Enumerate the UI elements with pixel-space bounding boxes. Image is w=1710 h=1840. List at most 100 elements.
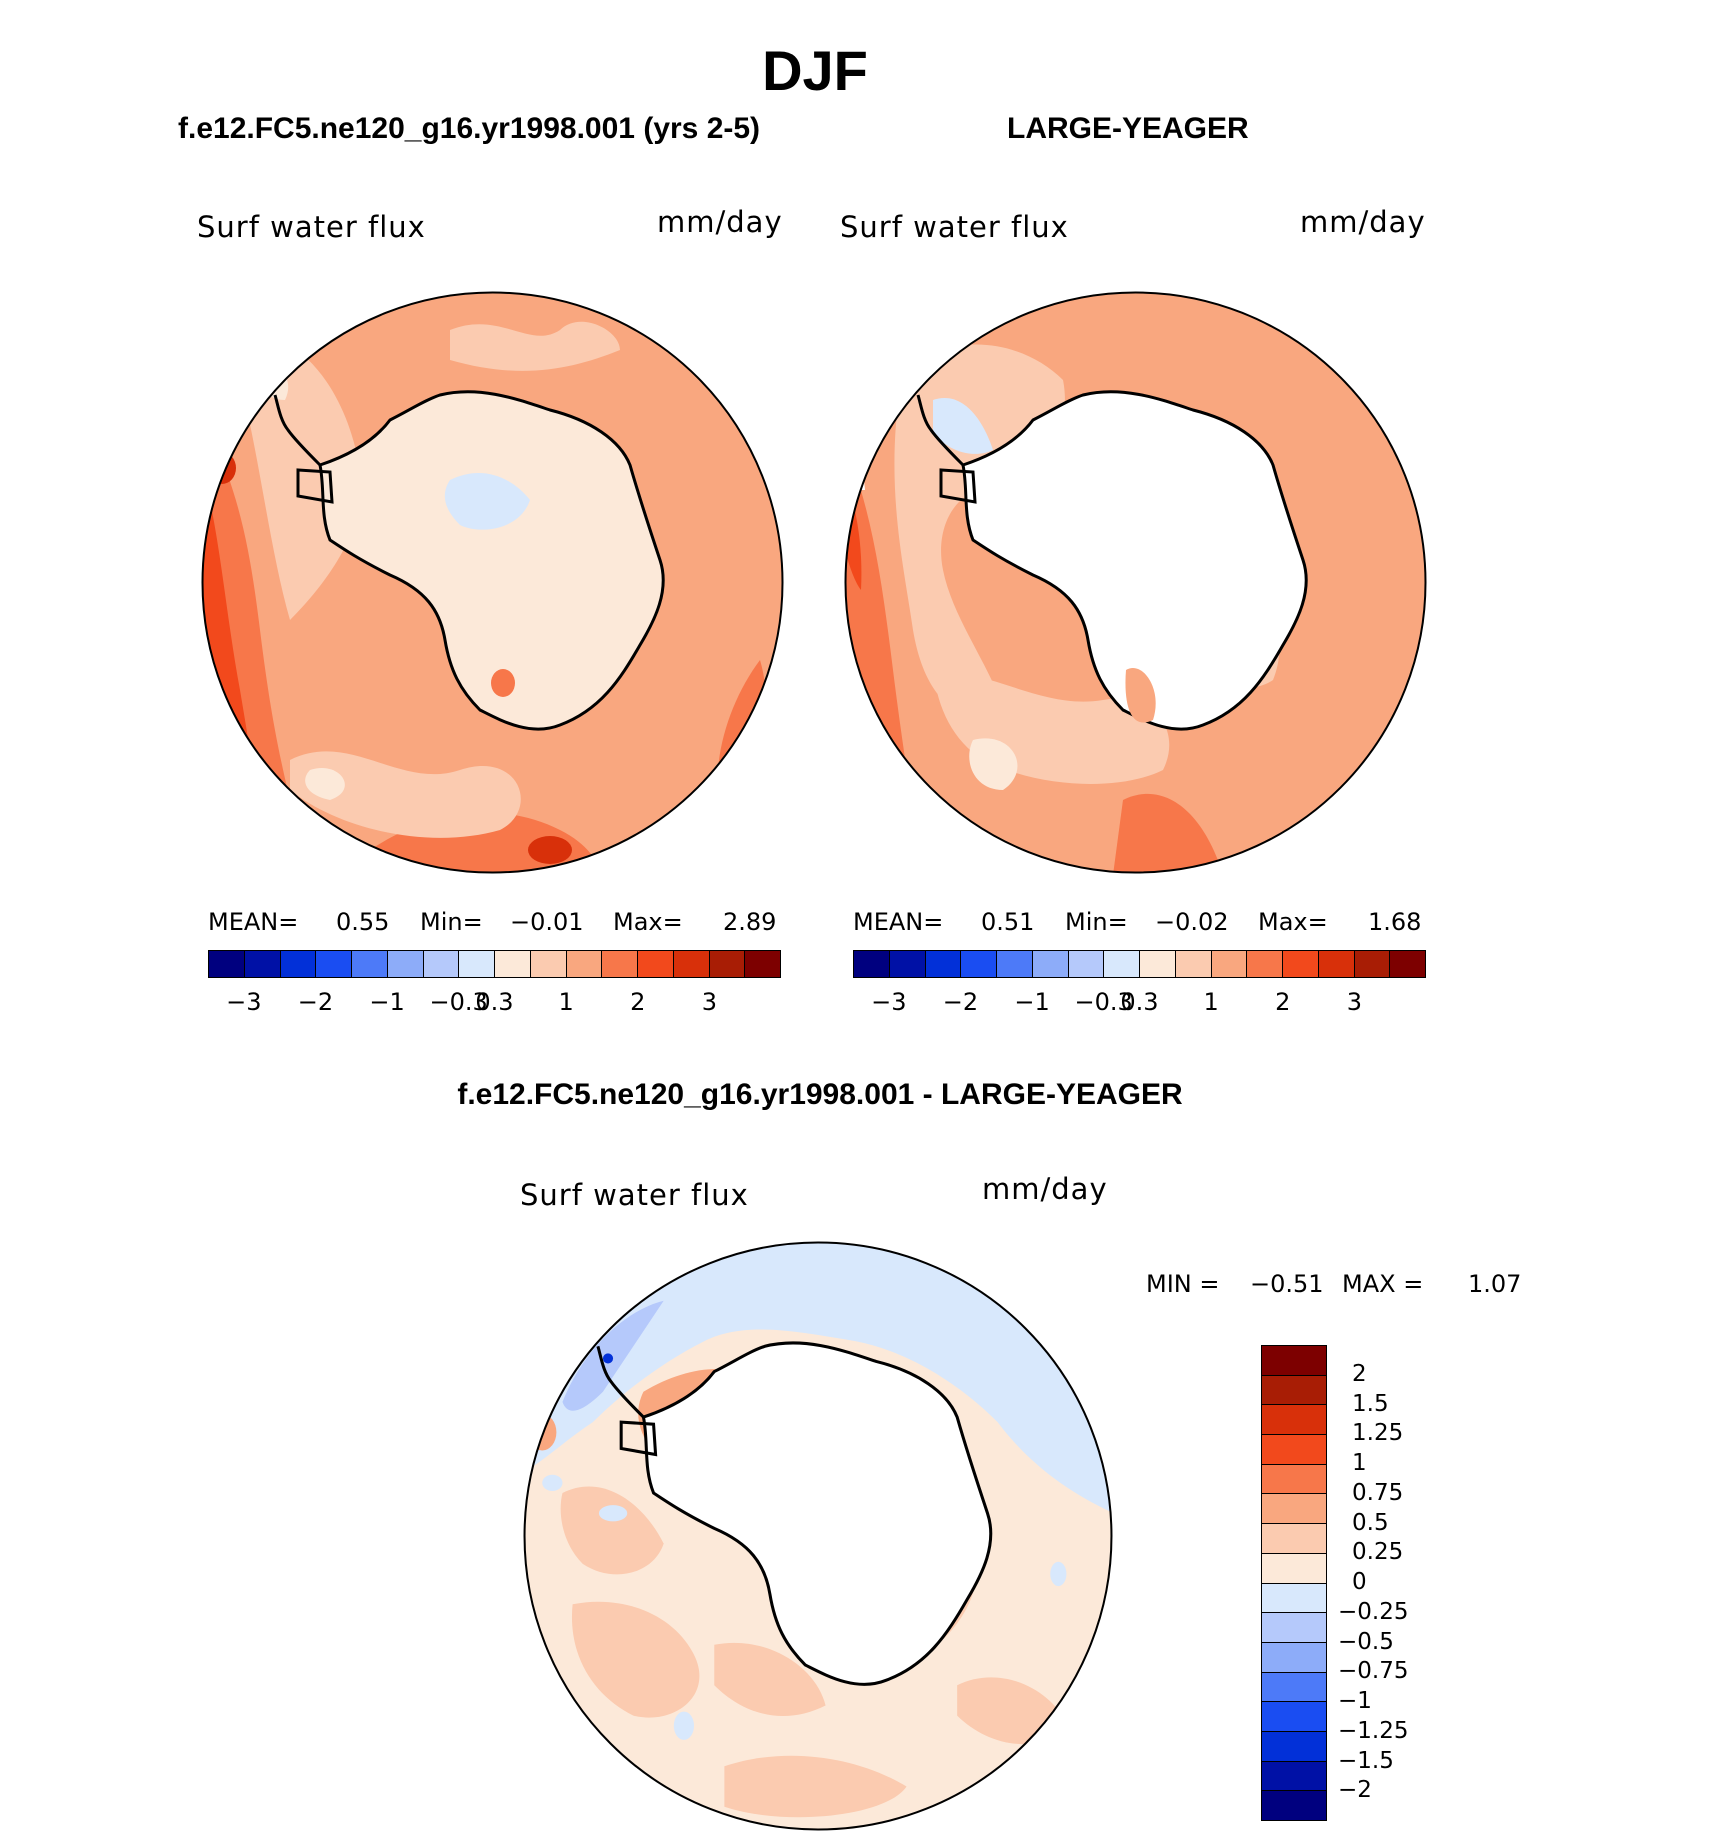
colorbar-swatch bbox=[889, 951, 926, 977]
main-title: DJF bbox=[762, 39, 868, 102]
colorbar-swatch bbox=[997, 951, 1033, 977]
colorbar-tick-label: 1 bbox=[1203, 988, 1219, 1016]
colorbar-tick-label: 0.3 bbox=[1120, 988, 1159, 1016]
colorbar-tick-label: −1 bbox=[369, 988, 405, 1016]
difference-min-value: −0.51 bbox=[1250, 1270, 1324, 1298]
colorbar-swatch bbox=[1262, 1435, 1326, 1465]
colorbar-tick-label: 0.3 bbox=[475, 988, 514, 1016]
colorbar-tick-label: 1 bbox=[558, 988, 574, 1016]
colorbar-swatch bbox=[1262, 1613, 1326, 1643]
colorbar-swatch bbox=[1175, 951, 1212, 977]
colorbar-tick-label: −0.3 bbox=[1074, 988, 1133, 1016]
colorbar-swatch bbox=[244, 951, 281, 977]
colorbar-swatch bbox=[459, 951, 495, 977]
colorbar-swatch bbox=[1104, 951, 1140, 977]
panel2-units-label: mm/day bbox=[1300, 205, 1426, 239]
colorbar-swatch bbox=[709, 951, 746, 977]
colorbar-level-label: −0.25 bbox=[1338, 1598, 1409, 1625]
panel1-colorbar bbox=[208, 950, 781, 978]
colorbar-level-label: −1.25 bbox=[1338, 1717, 1409, 1744]
colorbar-level-label: −0.5 bbox=[1338, 1628, 1394, 1655]
colorbar-tick-label: −3 bbox=[871, 988, 907, 1016]
colorbar-level-label: −2 bbox=[1338, 1777, 1372, 1804]
colorbar-swatch bbox=[1262, 1642, 1326, 1673]
colorbar-swatch bbox=[673, 951, 710, 977]
panel1-title: f.e12.FC5.ne120_g16.yr1998.001 (yrs 2-5) bbox=[178, 112, 761, 145]
colorbar-swatch bbox=[1262, 1672, 1326, 1703]
colorbar-tick-label: −0.3 bbox=[429, 988, 488, 1016]
colorbar-tick-label: −3 bbox=[226, 988, 262, 1016]
colorbar-swatch bbox=[745, 951, 780, 977]
colorbar-swatch bbox=[1262, 1494, 1326, 1525]
panel2-title: LARGE-YEAGER bbox=[1007, 112, 1249, 145]
colorbar-swatch bbox=[602, 951, 638, 977]
colorbar-tick-label: −2 bbox=[297, 988, 334, 1016]
colorbar-swatch bbox=[1247, 951, 1283, 977]
panel1-max-label: Max= bbox=[613, 908, 683, 936]
colorbar-swatch bbox=[1262, 1791, 1326, 1820]
colorbar-swatch bbox=[854, 951, 890, 977]
colorbar-level-label: −1 bbox=[1338, 1688, 1372, 1714]
colorbar-swatch bbox=[1262, 1761, 1326, 1792]
difference-max-value: 1.07 bbox=[1468, 1270, 1522, 1298]
colorbar-swatch bbox=[1390, 951, 1425, 977]
colorbar-swatch bbox=[1262, 1553, 1326, 1584]
colorbar-swatch bbox=[495, 951, 531, 977]
colorbar-swatch bbox=[1318, 951, 1355, 977]
colorbar-level-label: −0.75 bbox=[1338, 1658, 1409, 1685]
panel1-mean-value: 0.55 bbox=[336, 908, 390, 936]
colorbar-level-label: 2 bbox=[1352, 1360, 1367, 1387]
difference-title: f.e12.FC5.ne120_g16.yr1998.001 - LARGE-Y… bbox=[457, 1078, 1183, 1111]
panel1-mean-label: MEAN= bbox=[208, 908, 299, 936]
colorbar-swatch bbox=[1262, 1375, 1326, 1406]
difference-colorbar bbox=[1261, 1345, 1327, 1821]
colorbar-swatch bbox=[1354, 951, 1391, 977]
colorbar-swatch bbox=[1262, 1405, 1326, 1436]
colorbar-swatch bbox=[1068, 951, 1105, 977]
colorbar-tick-label: −2 bbox=[942, 988, 979, 1016]
panel2-max-label: Max= bbox=[1258, 908, 1328, 936]
colorbar-swatch bbox=[280, 951, 317, 977]
colorbar-tick-label: −1 bbox=[1014, 988, 1050, 1016]
panel2-variable-label: Surf water flux bbox=[840, 210, 1069, 244]
colorbar-tick-label: 2 bbox=[630, 988, 646, 1016]
colorbar-swatch bbox=[1262, 1524, 1326, 1554]
colorbar-level-label: 0.5 bbox=[1352, 1509, 1389, 1536]
colorbar-level-label: −1.5 bbox=[1338, 1747, 1394, 1774]
colorbar-swatch bbox=[209, 951, 245, 977]
colorbar-swatch bbox=[352, 951, 388, 977]
colorbar-tick-label: 2 bbox=[1275, 988, 1291, 1016]
colorbar-swatch bbox=[423, 951, 460, 977]
colorbar-level-label: 1.5 bbox=[1352, 1390, 1389, 1417]
colorbar-swatch bbox=[638, 951, 674, 977]
colorbar-level-label: 1 bbox=[1352, 1450, 1367, 1476]
colorbar-level-label: 1.25 bbox=[1352, 1420, 1404, 1447]
panel2-mean-value: 0.51 bbox=[981, 908, 1035, 936]
panel1-units-label: mm/day bbox=[657, 205, 783, 239]
colorbar-swatch bbox=[1262, 1346, 1326, 1376]
colorbar-swatch bbox=[1262, 1702, 1326, 1732]
panel2-max-value: 1.68 bbox=[1368, 908, 1422, 936]
colorbar-level-label: 0.75 bbox=[1352, 1479, 1404, 1506]
colorbar-swatch bbox=[530, 951, 567, 977]
colorbar-swatch bbox=[1140, 951, 1176, 977]
difference-variable-label: Surf water flux bbox=[520, 1178, 749, 1212]
panel1-polar-map bbox=[201, 291, 784, 874]
difference-polar-map bbox=[523, 1241, 1113, 1831]
panel1-variable-label: Surf water flux bbox=[197, 210, 426, 244]
colorbar-swatch bbox=[1262, 1583, 1326, 1614]
colorbar-level-label: 0.25 bbox=[1352, 1539, 1404, 1566]
panel1-min-value: −0.01 bbox=[510, 908, 584, 936]
difference-units-label: mm/day bbox=[982, 1172, 1108, 1206]
colorbar-swatch bbox=[1283, 951, 1319, 977]
colorbar-swatch bbox=[566, 951, 603, 977]
panel2-polar-map bbox=[844, 291, 1427, 874]
panel2-colorbar bbox=[853, 950, 1426, 978]
difference-max-label: MAX = bbox=[1342, 1270, 1424, 1298]
panel2-min-value: −0.02 bbox=[1155, 908, 1229, 936]
colorbar-tick-label: 3 bbox=[1346, 988, 1363, 1016]
difference-min-label: MIN = bbox=[1146, 1270, 1220, 1298]
colorbar-tick-label: 3 bbox=[701, 988, 718, 1016]
colorbar-swatch bbox=[1262, 1464, 1326, 1495]
colorbar-swatch bbox=[1262, 1731, 1326, 1762]
